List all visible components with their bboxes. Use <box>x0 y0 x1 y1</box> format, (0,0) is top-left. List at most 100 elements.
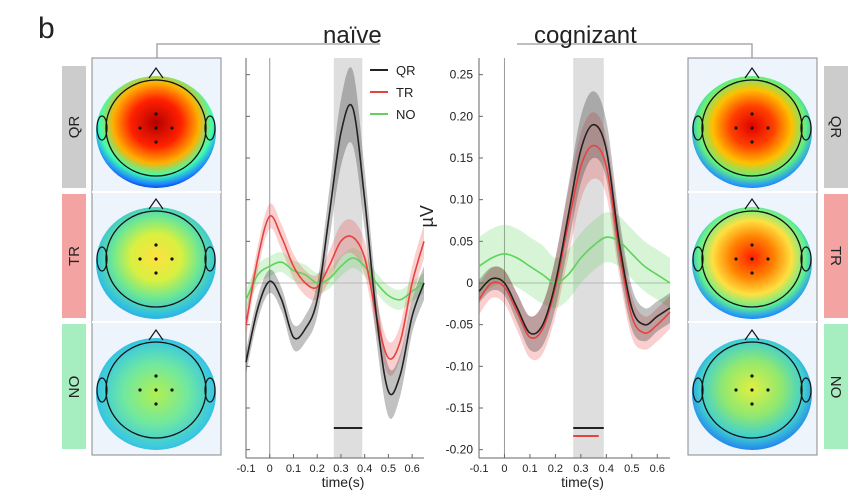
naive-x-tick-label: 0.5 <box>381 463 396 475</box>
cognizant-x-tick-label: 0.2 <box>548 463 563 475</box>
topomap-naive-no-right-ear <box>204 377 216 403</box>
cognizant-no-ci-band <box>479 212 670 309</box>
topomap-cognizant-tr-electrode <box>750 257 754 261</box>
topomap-cognizant-tr-electrode <box>766 257 770 261</box>
cognizant-x-tick-label: 0.5 <box>624 463 639 475</box>
cognizant-tr-line <box>478 144 671 339</box>
cognizant-no-line <box>478 236 671 284</box>
cognizant-analysis-window <box>573 58 604 458</box>
tag-qr-right <box>824 66 848 188</box>
topomap-naive-no-electrode <box>170 388 174 392</box>
topomap-cognizant-qr-right-ear <box>800 115 812 141</box>
topomap-naive-tr-electrode <box>154 243 158 247</box>
cognizant-qr-line <box>478 123 671 335</box>
legend-tr-label: TR <box>396 85 413 100</box>
cognizant-y-tick-label: -0.05 <box>446 318 474 332</box>
topomap-cognizant-no-electrode <box>750 402 754 406</box>
topomap-naive-no-electrode <box>154 402 158 406</box>
cognizant-x-tick-label: 0.4 <box>599 463 614 475</box>
topomap-cognizant-qr-electrode <box>750 126 754 130</box>
topomap-naive-qr-electrode <box>154 112 158 116</box>
cognizant-qr-ci-band <box>479 91 670 352</box>
topomap-naive-tr-electrode <box>154 271 158 275</box>
topomap-naive-no-outline <box>105 341 207 439</box>
naive-qr-line <box>245 103 425 396</box>
topomap-naive-qr-electrode <box>170 126 174 130</box>
topomap-cognizant-no-left-ear <box>692 377 704 403</box>
topomap-naive-no <box>96 328 216 450</box>
cognizant-y-tick-label: -0.10 <box>446 359 474 373</box>
topomap-cognizant-tr-left-ear <box>692 246 704 272</box>
topomap-cognizant-qr-electrode <box>750 112 754 116</box>
topomap-cognizant-no <box>692 328 812 450</box>
cognizant-x-tick-label: 0.6 <box>650 463 665 475</box>
topomap-cognizant-tr-electrode <box>734 257 738 261</box>
topomap-cognizant-no-electrode <box>750 374 754 378</box>
topomap-cognizant-no-nose <box>744 328 760 341</box>
topomap-cognizant-no-field <box>692 338 812 450</box>
legend-no-label: NO <box>396 107 416 122</box>
tag-qr-right-label: QR <box>827 116 844 139</box>
right-row-tags: QR TR NO <box>824 66 848 449</box>
topomap-naive-qr-nose <box>148 66 164 79</box>
naive-title: naïve <box>323 22 382 49</box>
topomap-cognizant-tr-electrode <box>750 271 754 275</box>
topomap-cognizant-no-outline <box>701 341 803 439</box>
naive-x-tick-label: 0.4 <box>357 463 372 475</box>
topomap-naive-qr-right-ear <box>204 115 216 141</box>
topomap-cognizant-qr-nose <box>744 66 760 79</box>
cognizant-y-tick-label: -0.15 <box>446 401 474 415</box>
topomap-cognizant-qr-left-ear <box>692 115 704 141</box>
topomap-naive-tr-right-ear <box>204 246 216 272</box>
cognizant-tr-ci-band <box>479 112 670 361</box>
tag-no-left <box>62 324 86 449</box>
topomap-cognizant-qr-electrode <box>766 126 770 130</box>
topomap-naive-no-electrode <box>138 388 142 392</box>
tag-qr-left <box>62 66 86 188</box>
naive-no-line <box>245 257 425 301</box>
cognizant-x-axis-label: time(s) <box>561 474 604 490</box>
legend-qr-label: QR <box>396 63 416 78</box>
topomap-naive-qr-electrode <box>154 126 158 130</box>
naive-tr-line <box>245 215 425 360</box>
topomap-naive-no-electrode <box>154 374 158 378</box>
naive-x-tick-label: 0.6 <box>404 463 419 475</box>
cognizant-bracket <box>517 43 753 58</box>
topomap-cognizant-qr-electrode <box>734 126 738 130</box>
topomap-naive-qr-field <box>96 76 216 188</box>
cognizant-y-tick-label: 0.20 <box>450 109 474 123</box>
topomap-naive-no-electrode <box>154 388 158 392</box>
tag-tr-left-label: TR <box>66 246 83 266</box>
tag-qr-left-label: QR <box>66 116 83 139</box>
topomap-naive-qr <box>96 66 216 188</box>
cognizant-x-tick-label: -0.1 <box>470 463 489 475</box>
topomap-cognizant-tr <box>692 197 812 319</box>
cognizant-y-tick-label: 0.05 <box>450 234 474 248</box>
topomap-naive-qr-outline <box>105 79 207 177</box>
topomap-cognizant-qr-field <box>692 76 812 188</box>
topomap-cognizant-no-right-ear <box>800 377 812 403</box>
tag-tr-right <box>824 194 848 318</box>
naive-x-tick-label: -0.1 <box>237 463 256 475</box>
naive-x-tick-label: 0 <box>267 463 273 475</box>
topomap-cognizant-qr-electrode <box>750 140 754 144</box>
topomap-naive-tr-field <box>96 207 216 319</box>
topomap-cognizant-qr-outline <box>701 79 803 177</box>
naive-x-tick-label: 0.3 <box>333 463 348 475</box>
cognizant-x-tick-label: 0 <box>501 463 507 475</box>
cognizant-y-tick-label: -0.20 <box>446 443 474 457</box>
topomap-cognizant-qr <box>692 66 812 188</box>
naive-bracket <box>156 43 380 58</box>
cognizant-y-tick-label: 0 <box>466 276 473 290</box>
topomap-naive-qr-electrode <box>154 140 158 144</box>
cognizant-y-axis-label: µV <box>417 205 437 227</box>
tag-tr-right-label: TR <box>827 246 844 266</box>
tag-no-right-label: NO <box>827 376 844 399</box>
topomap-cognizant-tr-outline <box>701 210 803 308</box>
naive-no-ci-band <box>246 248 424 310</box>
cognizant-y-tick-label: 0.10 <box>450 193 474 207</box>
topomap-cognizant-no-electrode <box>766 388 770 392</box>
topomap-cognizant-no-electrode <box>750 388 754 392</box>
topomap-naive-tr <box>96 197 216 319</box>
topomap-naive-no-left-ear <box>96 377 108 403</box>
